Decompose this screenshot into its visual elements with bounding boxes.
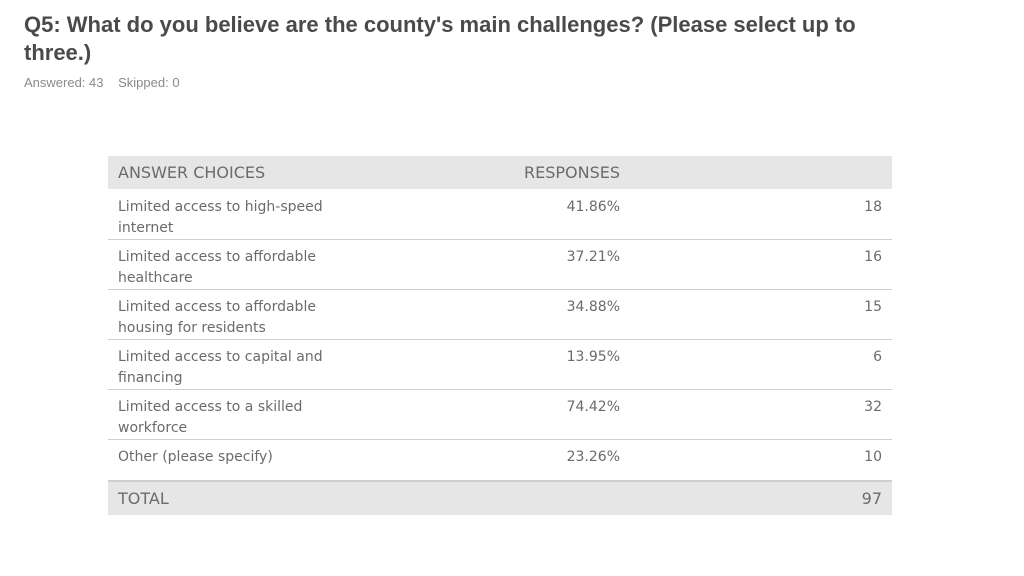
response-percent: 74.42% bbox=[368, 389, 620, 440]
table-row: Limited access to affordable housing for… bbox=[108, 289, 892, 340]
total-row: TOTAL 97 bbox=[108, 480, 892, 515]
response-count: 6 bbox=[620, 339, 892, 390]
table-row: Limited access to a skilled workforce 74… bbox=[108, 389, 892, 440]
question-title: Q5: What do you believe are the county's… bbox=[24, 12, 856, 65]
response-count: 32 bbox=[620, 389, 892, 440]
table-row: Limited access to high-speed internet 41… bbox=[108, 189, 892, 240]
answered-count: Answered: 43 bbox=[24, 75, 104, 90]
answer-choice: Other (please specify) bbox=[108, 439, 368, 482]
table-row: Limited access to capital and financing … bbox=[108, 339, 892, 390]
responses-header: RESPONSES bbox=[368, 156, 620, 190]
skipped-count: Skipped: 0 bbox=[118, 75, 180, 90]
total-value: 97 bbox=[620, 480, 892, 515]
answer-choice: Limited access to affordable healthcare bbox=[108, 239, 368, 290]
response-count: 15 bbox=[620, 289, 892, 340]
answer-choice: Limited access to capital and financing bbox=[108, 339, 368, 390]
table-header-row: ANSWER CHOICES RESPONSES bbox=[108, 156, 892, 190]
count-header bbox=[620, 156, 892, 190]
total-label: TOTAL bbox=[108, 480, 368, 515]
response-percent: 13.95% bbox=[368, 339, 620, 390]
response-percent: 41.86% bbox=[368, 189, 620, 240]
table-row: Limited access to affordable healthcare … bbox=[108, 239, 892, 290]
table-row: Other (please specify) 23.26% 10 bbox=[108, 439, 892, 482]
results-table: ANSWER CHOICES RESPONSES Limited access … bbox=[108, 156, 892, 515]
answer-choices-header: ANSWER CHOICES bbox=[108, 156, 368, 190]
answer-choice: Limited access to high-speed internet bbox=[108, 189, 368, 240]
response-percent: 23.26% bbox=[368, 439, 620, 482]
total-spacer bbox=[368, 480, 620, 515]
response-count: 18 bbox=[620, 189, 892, 240]
answer-choice: Limited access to affordable housing for… bbox=[108, 289, 368, 340]
response-stats: Answered: 43 Skipped: 0 bbox=[24, 75, 180, 90]
response-count: 16 bbox=[620, 239, 892, 290]
response-percent: 34.88% bbox=[368, 289, 620, 340]
answer-choice: Limited access to a skilled workforce bbox=[108, 389, 368, 440]
response-count: 10 bbox=[620, 439, 892, 482]
response-percent: 37.21% bbox=[368, 239, 620, 290]
